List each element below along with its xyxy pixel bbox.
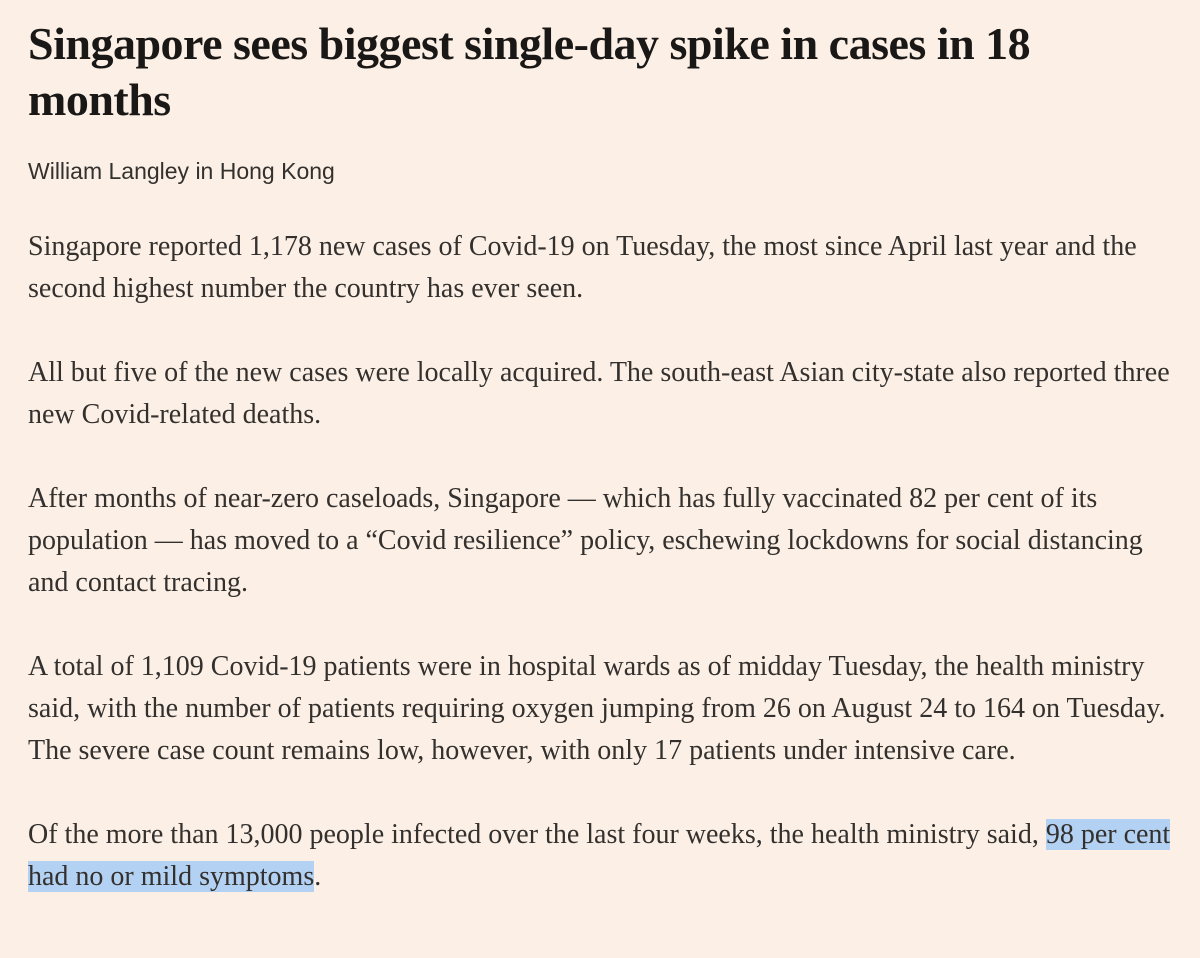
article: Singapore sees biggest single-day spike …: [28, 16, 1178, 940]
paragraph-2: All but five of the new cases were local…: [28, 357, 1170, 430]
paragraph-5-text: Of the more than 13,000 people infected …: [28, 819, 1046, 850]
paragraph-5: Of the more than 13,000 people infected …: [28, 814, 1173, 898]
paragraph-3: After months of near-zero caseloads, Sin…: [28, 483, 1143, 598]
paragraph-5-end: .: [314, 861, 322, 892]
article-byline[interactable]: William Langley in Hong Kong: [28, 158, 335, 184]
paragraph-4: A total of 1,109 Covid-19 patients were …: [28, 651, 1166, 766]
article-headline: Singapore sees biggest single-day spike …: [28, 18, 1031, 125]
paragraph-1: Singapore reported 1,178 new cases of Co…: [28, 231, 1137, 304]
article-body: Singapore reported 1,178 new cases of Co…: [28, 226, 1178, 898]
